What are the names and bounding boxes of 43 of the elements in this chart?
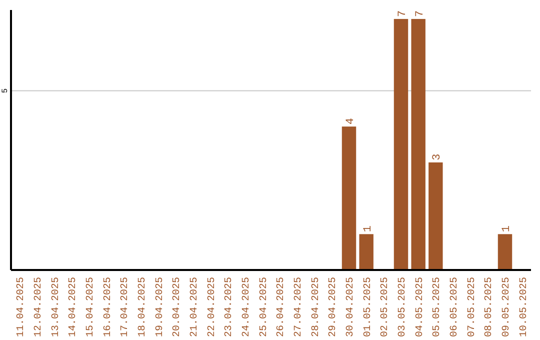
x-tick-label: 23.04.2025 [224, 277, 236, 338]
x-tick-label: 02.05.2025 [380, 277, 392, 338]
x-tick-label: 12.04.2025 [34, 277, 44, 338]
x-tick-label: 05.05.2025 [432, 277, 444, 338]
x-tick-label: 10.05.2025 [518, 277, 530, 338]
x-tick-label: 30.04.2025 [346, 277, 356, 338]
x-tick-label: 13.04.2025 [50, 277, 62, 338]
x-tick-label: 03.05.2025 [398, 277, 408, 338]
x-tick-label: 17.04.2025 [120, 277, 132, 338]
x-tick-label: 09.05.2025 [502, 277, 512, 338]
x-tick-label: 14.04.2025 [68, 277, 80, 338]
x-tick-label: 04.05.2025 [414, 277, 426, 338]
x-tick-label: 06.05.2025 [450, 277, 460, 338]
x-tick-label: 27.04.2025 [294, 277, 304, 338]
data-label: 1 [362, 225, 374, 232]
x-tick-label: 07.05.2025 [466, 277, 478, 338]
x-tick-label: 18.04.2025 [138, 277, 148, 338]
data-label: 4 [345, 118, 357, 125]
bar [359, 234, 374, 270]
x-tick-label: 25.04.2025 [258, 277, 270, 338]
x-tick-label: 15.04.2025 [86, 277, 96, 338]
data-label: 7 [414, 10, 426, 17]
x-tick-label: 20.04.2025 [172, 277, 184, 338]
data-label: 1 [501, 225, 513, 232]
bar [394, 18, 408, 270]
x-tick-label: 21.04.2025 [190, 277, 200, 338]
x-tick-label: 26.04.2025 [276, 277, 288, 338]
x-tick-label: 28.04.2025 [310, 277, 322, 338]
x-tick-label: 11.04.2025 [16, 277, 28, 338]
x-tick-label: 24.04.2025 [242, 277, 252, 338]
y-tick-label: 5 [1, 88, 10, 94]
x-tick-label: 22.04.2025 [206, 277, 218, 338]
x-tick-label: 01.05.2025 [362, 277, 374, 338]
x-tick-label: 19.04.2025 [154, 277, 166, 338]
x-tick-label: 08.05.2025 [484, 277, 496, 338]
data-label: 7 [397, 10, 409, 17]
bar [498, 234, 512, 270]
bar [411, 18, 426, 270]
data-label: 3 [432, 154, 444, 160]
bar [428, 162, 443, 270]
x-tick-label: 16.04.2025 [102, 277, 114, 338]
bar [342, 126, 356, 270]
x-tick-label: 29.04.2025 [328, 277, 340, 338]
